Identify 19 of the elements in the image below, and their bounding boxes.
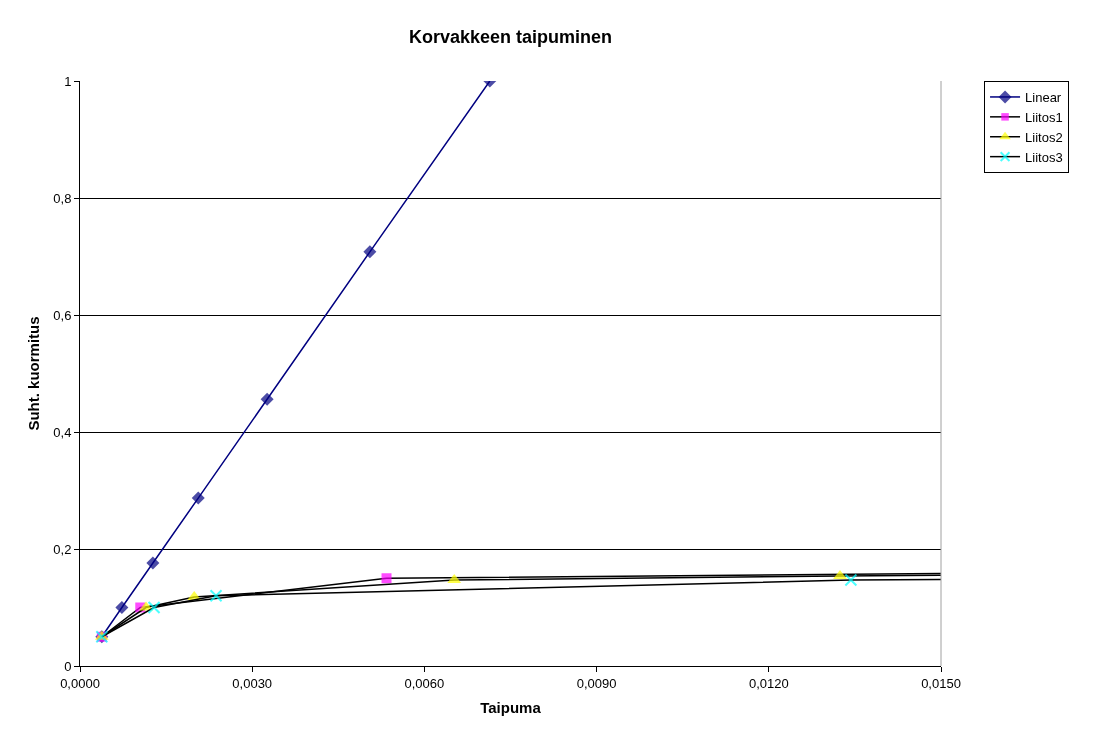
y-tick-label: 0,6 <box>53 307 72 323</box>
y-axis-title: Suht. kuormitus <box>24 316 42 431</box>
x-axis-title: Taipuma <box>480 698 542 716</box>
y-tick-label: 1 <box>64 73 72 89</box>
y-tick-label: 0 <box>64 658 72 674</box>
x-tick-label: 0,0060 <box>404 675 445 691</box>
y-tick-label: 0,2 <box>53 541 72 557</box>
x-tick-label: 0,0150 <box>921 675 961 691</box>
x-tick-label: 0,0000 <box>60 675 100 691</box>
x-tick-label: 0,0030 <box>232 675 273 691</box>
legend-label: Linear <box>1025 90 1062 106</box>
y-tick-label: 0,8 <box>53 190 72 206</box>
x-tick-label: 0,0090 <box>576 675 617 691</box>
x-tick-label: 0,0120 <box>748 675 789 691</box>
chart-title: Korvakkeen taipuminen <box>408 26 613 47</box>
legend-label: Liitos1 <box>1025 109 1063 125</box>
legend-label: Liitos2 <box>1025 129 1063 145</box>
legend-label: Liitos3 <box>1025 149 1063 165</box>
y-tick-label: 0,4 <box>53 424 72 440</box>
